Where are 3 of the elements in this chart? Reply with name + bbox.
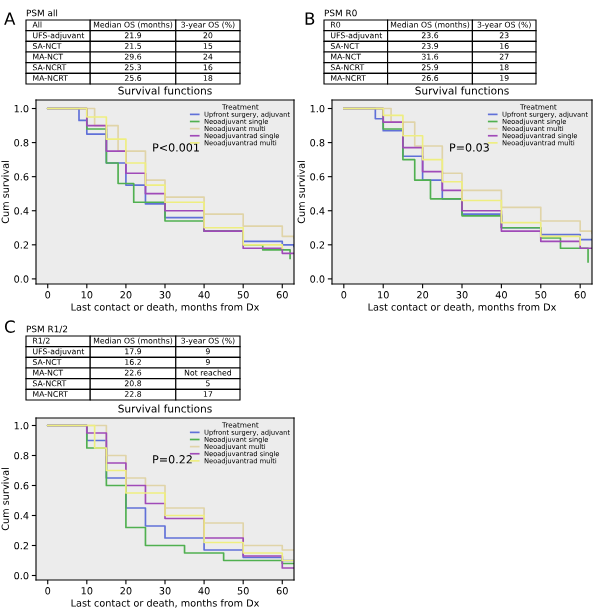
text: B: [305, 12, 315, 25]
text: A: [4, 12, 16, 25]
text: C: [4, 320, 15, 333]
